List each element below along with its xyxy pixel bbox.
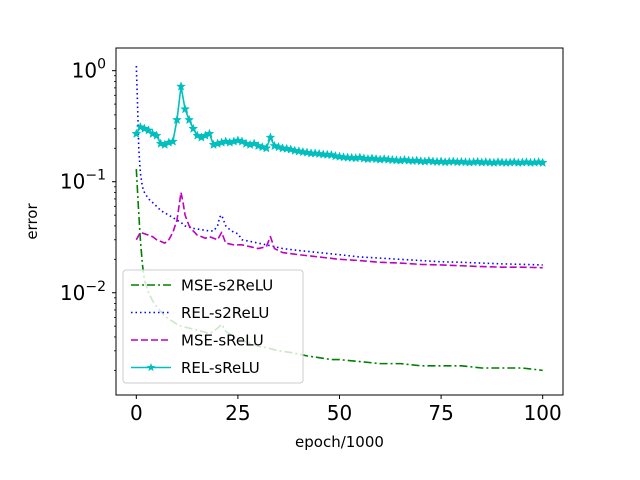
series-point-REL-sReLU	[167, 136, 178, 146]
series-point-REL-sReLU	[188, 123, 199, 133]
x-tick-label: 50	[327, 401, 352, 425]
legend-star-icon	[146, 363, 156, 372]
series-group	[131, 66, 548, 372]
series-point-REL-sReLU	[237, 136, 247, 146]
x-tick-label: 100	[524, 401, 562, 425]
series-point-REL-sReLU	[176, 81, 186, 91]
y-axis-ticks: 100 10−1 10−2	[60, 57, 116, 371]
x-tick-label: 75	[428, 401, 453, 425]
series-point-REL-sReLU	[184, 114, 195, 125]
series-point-REL-sReLU	[180, 103, 191, 114]
y-tick-label: 10−1	[60, 168, 106, 194]
series-point-REL-sReLU	[171, 114, 182, 125]
series-point-REL-sReLU	[537, 157, 548, 168]
y-tick-label: 10−2	[60, 279, 106, 305]
y-tick-label: 100	[72, 57, 106, 83]
legend-label-MSE-s2ReLU: MSE-s2ReLU	[181, 277, 273, 295]
series-point-REL-sReLU	[151, 130, 162, 140]
legend-label-REL-s2ReLU: REL-s2ReLU	[181, 304, 269, 322]
legend-box	[122, 269, 304, 384]
plot-area	[115, 47, 564, 396]
legend-label-MSE-sReLU: MSE-sReLU	[181, 332, 264, 350]
x-tick-label: 0	[130, 401, 143, 425]
legend-label-REL-sReLU: REL-sReLU	[181, 359, 260, 377]
legend: MSE-s2ReLU REL-s2ReLU MSE-sReLU REL-sReLU	[122, 269, 304, 384]
x-axis-ticks: 0 25 50 75 100	[130, 395, 562, 425]
series-point-REL-sReLU	[261, 143, 272, 153]
series-point-REL-sReLU	[192, 130, 203, 140]
series-point-REL-sReLU	[265, 132, 276, 142]
series-line-MSE-sReLU	[135, 191, 543, 269]
series-point-REL-sReLU	[204, 128, 215, 139]
series-point-REL-sReLU	[135, 121, 146, 132]
series-point-REL-sReLU	[147, 128, 158, 139]
series-point-REL-sReLU	[249, 138, 260, 148]
series-point-REL-sReLU	[131, 128, 142, 139]
x-tick-label: 25	[225, 401, 250, 425]
y-axis-label: error	[23, 203, 41, 240]
series-point-REL-sReLU	[139, 123, 150, 133]
x-axis-label: epoch/1000	[295, 433, 384, 451]
series-line-REL-s2ReLU	[135, 66, 543, 266]
